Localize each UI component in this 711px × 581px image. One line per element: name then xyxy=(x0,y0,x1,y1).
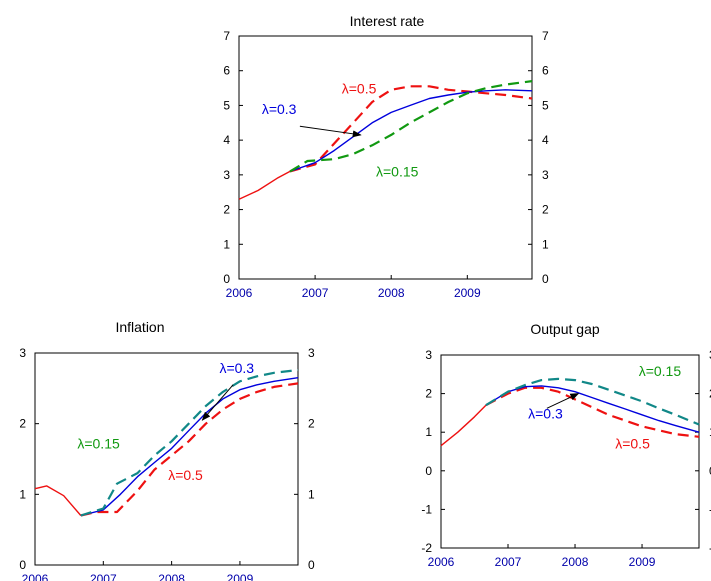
x-tick-label: 2006 xyxy=(428,555,455,569)
y-tick-label: 1 xyxy=(223,237,230,251)
x-tick-label: 2009 xyxy=(629,555,656,569)
x-tick-label: 2008 xyxy=(378,286,405,300)
series-layer-output-gap: -2 -1 0 1 2 3 -2 -1 0 1 2 3 2006 2007 2008 2009 λ=0.15 λ=… xyxy=(421,348,711,569)
y-tick-label: 6 xyxy=(223,64,230,78)
annotation-arrow xyxy=(546,393,580,409)
y-tick-label: -1 xyxy=(421,502,432,516)
series-line-lambda-0.15 xyxy=(80,368,299,517)
series-line-history xyxy=(238,170,291,200)
plot-frame-interest-rate xyxy=(238,35,533,280)
y-tick-label-right: 5 xyxy=(542,98,549,112)
annotation-label: λ=0.5 xyxy=(342,80,377,96)
x-tick-label: 2008 xyxy=(562,555,589,569)
series-line-lambda-0.3 xyxy=(80,377,299,517)
annotation-label: λ=0.3 xyxy=(262,101,297,117)
y-tick-label-right: 1 xyxy=(542,237,549,251)
series-line-lambda-0.3 xyxy=(485,385,700,433)
annotation-label: λ=0.3 xyxy=(528,406,563,422)
y-tick-label-right: -2 xyxy=(709,541,711,555)
y-tick-label: 0 xyxy=(425,464,432,478)
x-tick-label: 2007 xyxy=(90,572,117,581)
x-tick-label: 2006 xyxy=(226,286,253,300)
y-tick-label: 4 xyxy=(223,133,230,147)
x-tick-label: 2006 xyxy=(22,572,49,581)
chart-title-interest-rate: Interest rate xyxy=(350,13,425,29)
y-tick-label-right: 2 xyxy=(308,417,315,431)
y-tick-label-right: 1 xyxy=(308,487,315,501)
plot-frame-output-gap xyxy=(440,354,700,549)
panel-output-gap: Output gap -2 -1 0 1 2 3 -2 -1 0 1 2 3 2006 2007 2008 2… xyxy=(421,321,711,569)
y-tick-label-right: 2 xyxy=(709,387,711,401)
series-line-lambda-0.5 xyxy=(80,382,299,517)
y-tick-label-right: 0 xyxy=(709,464,711,478)
x-tick-label: 2007 xyxy=(302,286,329,300)
y-tick-label: 2 xyxy=(223,203,230,217)
y-tick-label-right: 0 xyxy=(308,558,315,572)
panel-interest-rate: Interest rate 0 1 2 3 4 5 6 7 0 1 2 3 4 5 6 7 2006 2007 20… xyxy=(223,13,549,300)
y-tick-label: 0 xyxy=(223,272,230,286)
series-layer-interest-rate: 0 1 2 3 4 5 6 7 0 1 2 3 4 5 6 7 2006 2007 2008 2009 λ=0.5 λ=0… xyxy=(223,29,549,300)
annotation-arrow xyxy=(201,384,234,421)
annotation-label: λ=0.5 xyxy=(615,435,650,451)
series-line-lambda-0.5 xyxy=(289,85,533,173)
annotation-label: λ=0.5 xyxy=(168,467,203,483)
y-tick-label-right: 6 xyxy=(542,64,549,78)
y-tick-label: 2 xyxy=(19,417,26,431)
annotation-label: λ=0.15 xyxy=(77,435,120,451)
y-tick-label-right: -1 xyxy=(709,502,711,516)
y-tick-label: 5 xyxy=(223,98,230,112)
chart-title-output-gap: Output gap xyxy=(530,321,599,337)
y-tick-label: -2 xyxy=(421,541,432,555)
y-tick-label: 3 xyxy=(19,346,26,360)
series-layer-inflation: 0 1 2 3 0 1 2 3 2006 2007 2008 2009 λ=0.3 λ=0.15 λ=0.5 xyxy=(19,346,315,581)
y-tick-label: 7 xyxy=(223,29,230,43)
y-tick-label: 1 xyxy=(425,425,432,439)
y-tick-label: 3 xyxy=(425,348,432,362)
plot-frame-inflation xyxy=(34,352,299,566)
x-tick-label: 2008 xyxy=(158,572,185,581)
y-tick-label-right: 3 xyxy=(308,346,315,360)
series-line-history xyxy=(34,485,82,516)
x-tick-label: 2009 xyxy=(454,286,481,300)
panel-inflation: Inflation 0 1 2 3 0 1 2 3 2006 2007 2008 2009 λ=0.3 λ… xyxy=(19,319,315,581)
annotation-arrow xyxy=(299,125,362,138)
chart-title-inflation: Inflation xyxy=(115,319,164,335)
y-tick-label: 0 xyxy=(19,558,26,572)
annotation-label: λ=0.15 xyxy=(376,164,419,180)
series-line-lambda-0.5 xyxy=(485,386,700,438)
y-tick-label: 1 xyxy=(19,487,26,501)
y-tick-label-right: 4 xyxy=(542,133,549,147)
series-line-lambda-0.15 xyxy=(485,377,700,426)
annotation-label: λ=0.3 xyxy=(219,360,254,376)
annotation-label: λ=0.15 xyxy=(639,363,682,379)
y-tick-label-right: 3 xyxy=(709,348,711,362)
y-tick-label: 2 xyxy=(425,387,432,401)
y-tick-label-right: 7 xyxy=(542,29,549,43)
y-tick-label-right: 2 xyxy=(542,203,549,217)
x-tick-label: 2007 xyxy=(495,555,522,569)
series-line-lambda-0.3 xyxy=(289,89,533,173)
y-tick-label-right: 1 xyxy=(709,425,711,439)
x-tick-label: 2009 xyxy=(227,572,254,581)
y-tick-label-right: 3 xyxy=(542,168,549,182)
y-tick-label-right: 0 xyxy=(542,272,549,286)
series-line-history xyxy=(440,404,487,447)
y-tick-label: 3 xyxy=(223,168,230,182)
